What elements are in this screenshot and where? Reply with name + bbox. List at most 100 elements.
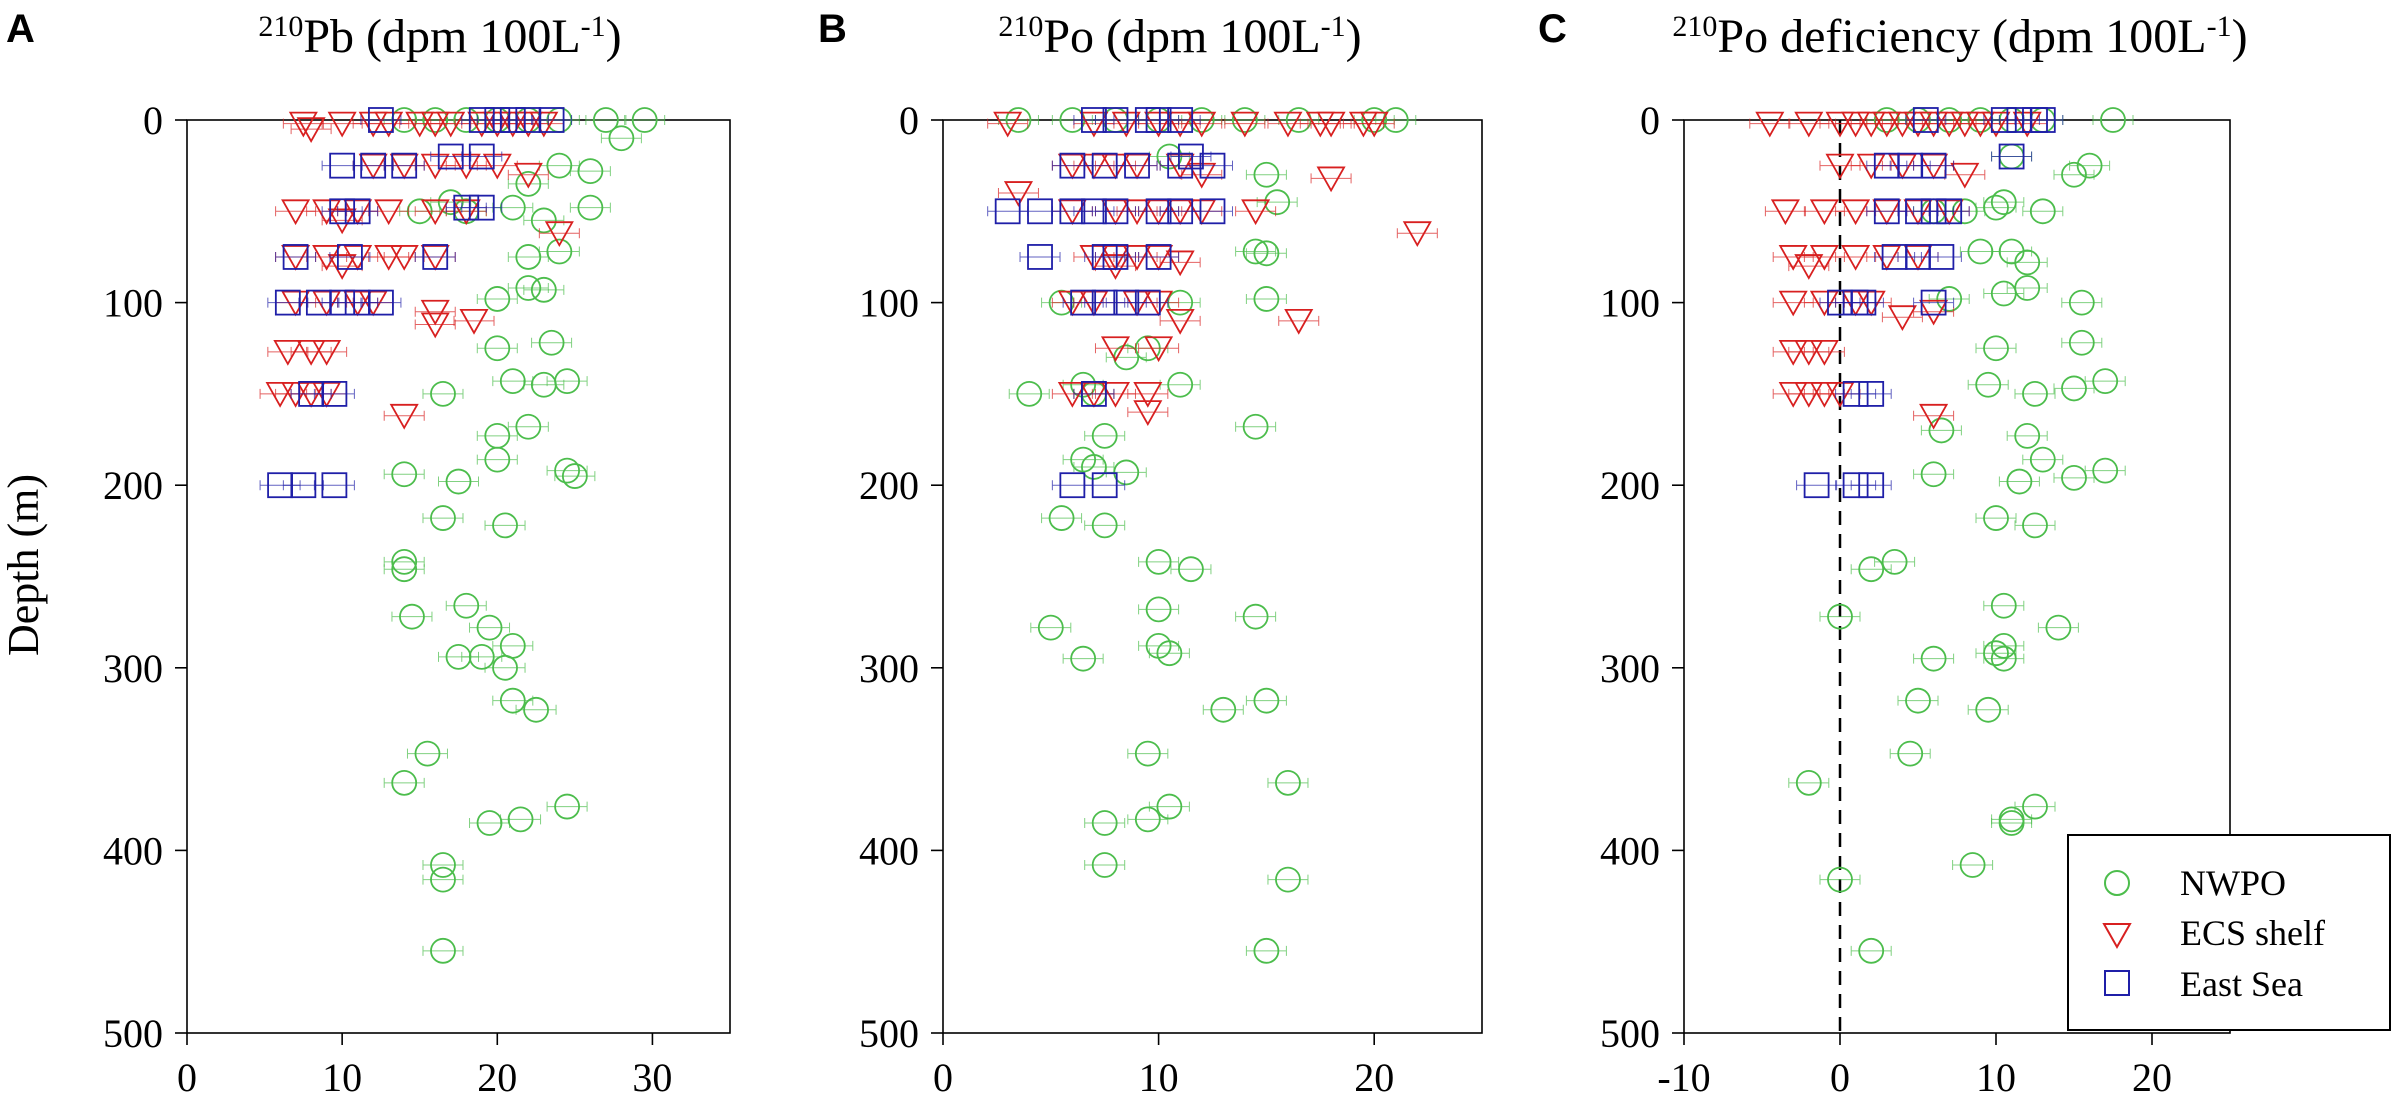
error-bar xyxy=(1842,297,1884,308)
error-bar xyxy=(600,133,642,144)
error-bar xyxy=(2014,388,2056,399)
data-point-circle xyxy=(1253,240,1280,267)
data-point-circle xyxy=(1983,335,2009,362)
error-bar xyxy=(569,202,611,213)
y-tick-label: 300 xyxy=(1600,646,1660,691)
data-point-circle xyxy=(1858,937,1885,964)
error-bar xyxy=(360,297,402,308)
error-bar xyxy=(1819,874,1861,885)
y-tick-label: 0 xyxy=(899,98,919,143)
y-tick-label: 300 xyxy=(859,646,919,691)
error-bar xyxy=(2061,337,2103,348)
y-tick-label: 400 xyxy=(1600,828,1660,873)
panel-b-title: 210Po (dpm 100L-1) xyxy=(998,10,1361,63)
data-point-circle xyxy=(484,335,511,362)
data-point-circle xyxy=(1983,505,2009,531)
data-point-circle xyxy=(2092,368,2119,395)
error-bar xyxy=(1788,777,1830,788)
error-bar xyxy=(507,282,549,293)
data-point-triangle xyxy=(389,245,419,271)
error-bar xyxy=(1094,343,1136,354)
error-bar xyxy=(1913,160,1955,171)
data-point-circle xyxy=(1990,632,2017,659)
legend-circle-marker xyxy=(2104,870,2130,896)
error-bar xyxy=(507,421,549,432)
data-point-circle xyxy=(430,505,456,531)
error-bar xyxy=(1148,648,1190,659)
data-point-circle xyxy=(1145,548,1172,575)
error-bar xyxy=(1245,695,1287,706)
error-bar xyxy=(2006,282,2048,293)
y-tick-label: 100 xyxy=(1600,281,1660,326)
data-point-triangle xyxy=(1809,199,1839,226)
error-bar xyxy=(1245,945,1287,956)
error-bar xyxy=(1235,246,1277,257)
data-point-square xyxy=(1803,472,1830,499)
data-point-triangle xyxy=(2012,111,2042,138)
x-tick-label: 20 xyxy=(1354,1055,1394,1100)
legend-square-marker xyxy=(2104,970,2130,996)
data-point-circle xyxy=(2061,375,2087,402)
error-bar xyxy=(476,454,518,465)
error-bar xyxy=(476,293,518,304)
error-bar xyxy=(1170,564,1212,575)
data-point-circle xyxy=(1178,556,1204,583)
series-east-sea xyxy=(987,107,1233,499)
error-bar xyxy=(469,818,511,829)
data-point-circle xyxy=(530,207,557,234)
data-point-triangle xyxy=(993,111,1023,138)
data-point-circle xyxy=(2076,152,2103,179)
data-point-circle xyxy=(2014,249,2041,276)
data-point-circle xyxy=(2022,380,2048,407)
error-bar xyxy=(1159,379,1201,390)
data-point-circle xyxy=(453,592,480,619)
data-point-triangle xyxy=(1778,290,1808,317)
data-point-circle xyxy=(523,696,549,723)
error-bar xyxy=(383,410,425,421)
error-bar xyxy=(531,337,573,348)
error-bar xyxy=(360,115,402,125)
panel-c-title: 210Po deficiency (dpm 100L-1) xyxy=(1672,10,2247,63)
y-tick-label: 300 xyxy=(103,646,163,691)
error-bar xyxy=(1138,343,1180,354)
error-bar xyxy=(1983,653,2025,664)
data-point-circle xyxy=(1242,413,1269,440)
error-bar xyxy=(492,640,534,651)
error-bar xyxy=(1913,306,1955,317)
legend-box xyxy=(2067,834,2391,1031)
error-bar xyxy=(1850,388,1892,399)
y-tick-label: 100 xyxy=(103,281,163,326)
data-point-triangle xyxy=(1809,340,1839,366)
data-point-circle xyxy=(2061,464,2087,491)
error-bar xyxy=(1975,343,2017,354)
data-point-circle xyxy=(577,194,604,221)
legend: NWPO ECS shelf East Sea xyxy=(2067,834,2391,1031)
data-point-circle xyxy=(468,643,495,670)
data-point-circle xyxy=(2029,446,2056,473)
error-bar xyxy=(461,151,503,162)
error-bar xyxy=(1913,653,1955,664)
data-point-circle xyxy=(399,603,425,630)
error-bar xyxy=(585,115,627,125)
data-point-square xyxy=(538,107,565,133)
data-point-circle xyxy=(2061,161,2087,188)
data-point-square xyxy=(1178,143,1204,170)
error-bar xyxy=(1084,818,1126,829)
series-ecs-shelf xyxy=(259,111,580,430)
data-point-circle xyxy=(484,446,511,473)
error-bar xyxy=(569,166,611,177)
series-east-sea xyxy=(259,107,573,499)
data-point-square xyxy=(1027,244,1053,270)
data-point-circle xyxy=(1920,461,1947,488)
error-bar xyxy=(1245,169,1287,180)
error-bar xyxy=(484,662,526,673)
data-point-triangle xyxy=(327,208,357,235)
y-tick-label: 400 xyxy=(103,828,163,873)
error-bar xyxy=(1850,945,1892,956)
error-bar xyxy=(1267,777,1309,788)
data-point-circle xyxy=(515,244,542,270)
error-bar xyxy=(1310,173,1352,184)
data-point-circle xyxy=(1827,866,1853,893)
